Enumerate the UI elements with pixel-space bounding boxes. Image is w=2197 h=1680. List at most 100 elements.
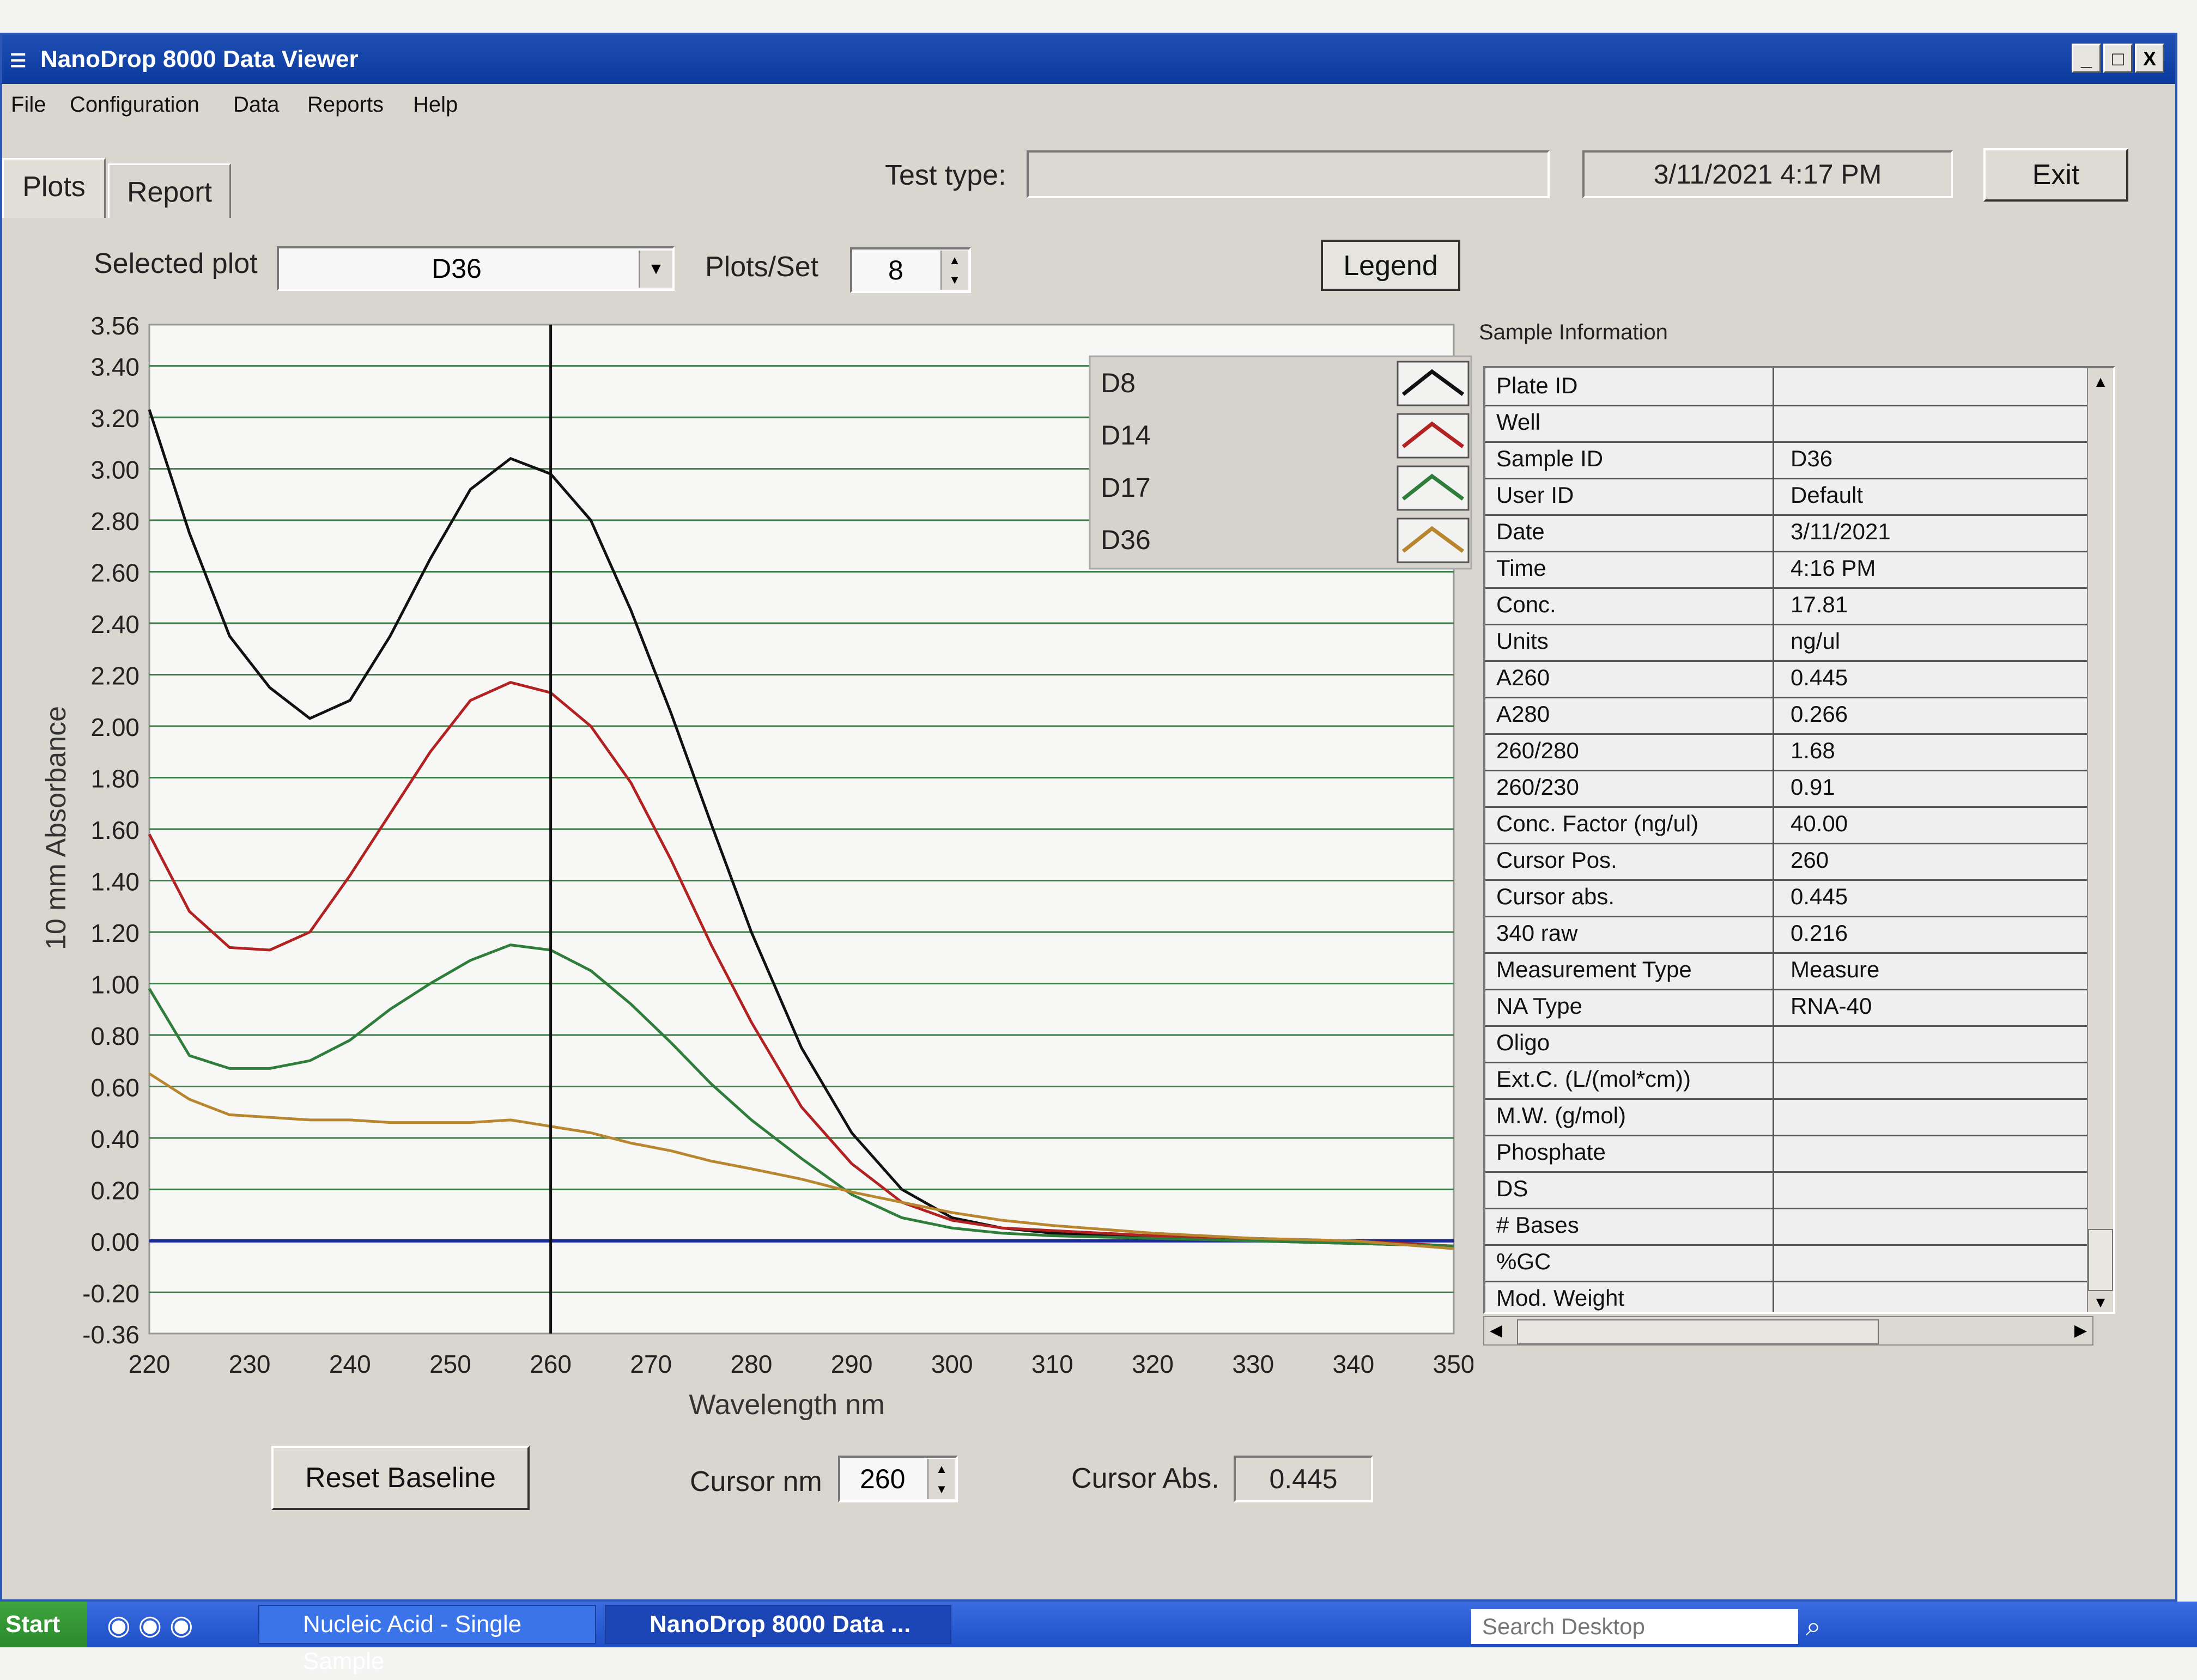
table-row[interactable]: User ID Default: [1485, 478, 2112, 516]
y-tick-label: 0.20: [90, 1176, 139, 1204]
table-row[interactable]: # Bases: [1485, 1208, 2112, 1246]
y-tick-label: 2.20: [90, 662, 139, 690]
y-tick-label: 1.20: [90, 919, 139, 947]
table-row[interactable]: Plate ID: [1485, 368, 2112, 406]
scroll-right-icon[interactable]: ▶: [2074, 1322, 2087, 1340]
table-row[interactable]: Units ng/ul: [1485, 624, 2112, 662]
row-value: 260: [1791, 847, 1829, 873]
row-key: 340 raw: [1485, 916, 1774, 952]
y-tick-label: -0.20: [82, 1279, 139, 1307]
table-row[interactable]: Sample ID D36: [1485, 441, 2112, 479]
row-value: ng/ul: [1791, 628, 1841, 654]
y-tick-label: 0.40: [90, 1125, 139, 1153]
table-row[interactable]: Conc. 17.81: [1485, 587, 2112, 625]
menu-help[interactable]: Help: [413, 93, 458, 117]
table-row[interactable]: A280 0.266: [1485, 697, 2112, 735]
x-tick-labels: 220 230 240 250 260 270 280 290 300 310 320 330 340 3…: [129, 1350, 1473, 1378]
app-icon: ☰: [10, 51, 27, 71]
maximize-button[interactable]: □: [2103, 44, 2133, 73]
plots-per-set-stepper[interactable]: ▲ ▼: [940, 251, 968, 290]
menu-configuration[interactable]: Configuration: [70, 93, 199, 117]
y-tick-label: 3.56: [90, 312, 139, 340]
row-value: 1.68: [1791, 738, 1835, 763]
search-icon[interactable]: ⌕: [1806, 1611, 1821, 1641]
legend-button[interactable]: Legend: [1321, 240, 1460, 291]
table-row[interactable]: A260 0.445: [1485, 660, 2112, 698]
legend-line-icon: [1401, 473, 1465, 501]
table-row[interactable]: 260/230 0.91: [1485, 770, 2112, 808]
close-button[interactable]: X: [2135, 44, 2164, 73]
table-row[interactable]: Cursor abs. 0.445: [1485, 879, 2112, 917]
scroll-down-icon[interactable]: ▼: [2093, 1294, 2108, 1311]
table-row[interactable]: Cursor Pos. 260: [1485, 843, 2112, 881]
table-row[interactable]: Conc. Factor (ng/ul) 40.00: [1485, 806, 2112, 844]
row-value: 3/11/2021: [1791, 519, 1891, 544]
taskbar-item-nucleic-acid[interactable]: Nucleic Acid - Single Sample: [258, 1605, 596, 1675]
table-row[interactable]: M.W. (g/mol): [1485, 1098, 2112, 1136]
chevron-down-icon[interactable]: ▼: [639, 251, 672, 288]
reset-baseline-button[interactable]: Reset Baseline: [271, 1446, 530, 1510]
test-type-field[interactable]: [1027, 150, 1550, 198]
table-row[interactable]: Oligo: [1485, 1025, 2112, 1063]
table-row[interactable]: Measurement Type Measure: [1485, 952, 2112, 990]
cursor-nm-stepper[interactable]: ▲ ▼: [927, 1459, 955, 1499]
x-tick-label: 320: [1132, 1350, 1174, 1378]
exit-button[interactable]: Exit: [1983, 148, 2128, 202]
row-value: [1776, 1098, 2092, 1135]
tab-report[interactable]: Report: [108, 163, 231, 218]
quick-launch-icons[interactable]: ◉ ◉ ◉: [107, 1610, 193, 1640]
h-scroll-thumb[interactable]: [1517, 1319, 1879, 1344]
x-tick-label: 240: [329, 1350, 371, 1378]
scroll-thumb[interactable]: [2088, 1229, 2113, 1291]
legend-line-icon: [1401, 526, 1465, 553]
minimize-button[interactable]: _: [2072, 44, 2101, 73]
table-row[interactable]: Phosphate: [1485, 1135, 2112, 1173]
search-desktop-field[interactable]: Search Desktop: [1471, 1609, 1798, 1644]
legend-swatch: [1397, 361, 1470, 406]
y-tick-label: 2.00: [90, 713, 139, 741]
row-value: [1776, 1171, 2092, 1208]
tab-plots[interactable]: Plots: [2, 158, 106, 218]
row-value: D36: [1791, 446, 1833, 471]
taskbar: Start ◉ ◉ ◉ Nucleic Acid - Single Sample…: [0, 1602, 2197, 1675]
sample-info-table: Plate ID Well Sample ID D36 User ID Default Da…: [1483, 366, 2115, 1314]
row-key: # Bases: [1485, 1208, 1774, 1244]
vertical-scrollbar[interactable]: ▲ ▼: [2087, 368, 2113, 1312]
horizontal-scrollbar[interactable]: ◀ ▶: [1483, 1316, 2093, 1346]
y-tick-labels: 3.56 3.40 3.20 3.00 2.80 2.60 2.40 2.20 2.00 1.80…: [82, 312, 139, 1349]
chart-series: [148, 409, 1454, 1250]
menu-data[interactable]: Data: [233, 93, 280, 117]
table-row[interactable]: Time 4:16 PM: [1485, 551, 2112, 589]
menu-file[interactable]: File: [11, 93, 46, 117]
scroll-left-icon[interactable]: ◀: [1490, 1322, 1503, 1340]
row-key: M.W. (g/mol): [1485, 1098, 1774, 1135]
scroll-up-icon[interactable]: ▲: [2093, 373, 2108, 390]
row-key: Phosphate: [1485, 1135, 1774, 1171]
row-key: DS: [1485, 1171, 1774, 1208]
row-value: [1776, 368, 2092, 405]
table-row[interactable]: Well: [1485, 405, 2112, 443]
table-row[interactable]: Date 3/11/2021: [1485, 514, 2112, 552]
start-button[interactable]: Start: [0, 1602, 87, 1647]
table-row[interactable]: NA Type RNA-40: [1485, 989, 2112, 1027]
plots-per-set-label: Plots/Set: [705, 251, 819, 283]
table-row[interactable]: Mod. Weight: [1485, 1281, 2112, 1312]
row-value: 0.266: [1791, 701, 1848, 727]
row-value: [1776, 1135, 2092, 1171]
row-value: 0.445: [1791, 884, 1848, 909]
table-row[interactable]: DS: [1485, 1171, 2112, 1209]
row-value: 40.00: [1791, 811, 1848, 836]
selected-plot-dropdown[interactable]: D36: [277, 246, 675, 291]
legend-line-icon: [1401, 421, 1465, 448]
row-key: 260/280: [1485, 733, 1774, 770]
table-row[interactable]: 340 raw 0.216: [1485, 916, 2112, 954]
menu-reports[interactable]: Reports: [307, 93, 384, 117]
x-tick-label: 280: [731, 1350, 773, 1378]
taskbar-item-data-viewer[interactable]: NanoDrop 8000 Data ...: [605, 1605, 951, 1644]
y-tick-label: 2.80: [90, 507, 139, 535]
table-row[interactable]: Ext.C. (L/(mol*cm)): [1485, 1062, 2112, 1100]
table-row[interactable]: %GC: [1485, 1244, 2112, 1282]
table-row[interactable]: 260/280 1.68: [1485, 733, 2112, 771]
y-tick-label: -0.36: [82, 1320, 139, 1349]
row-key: A280: [1485, 697, 1774, 733]
